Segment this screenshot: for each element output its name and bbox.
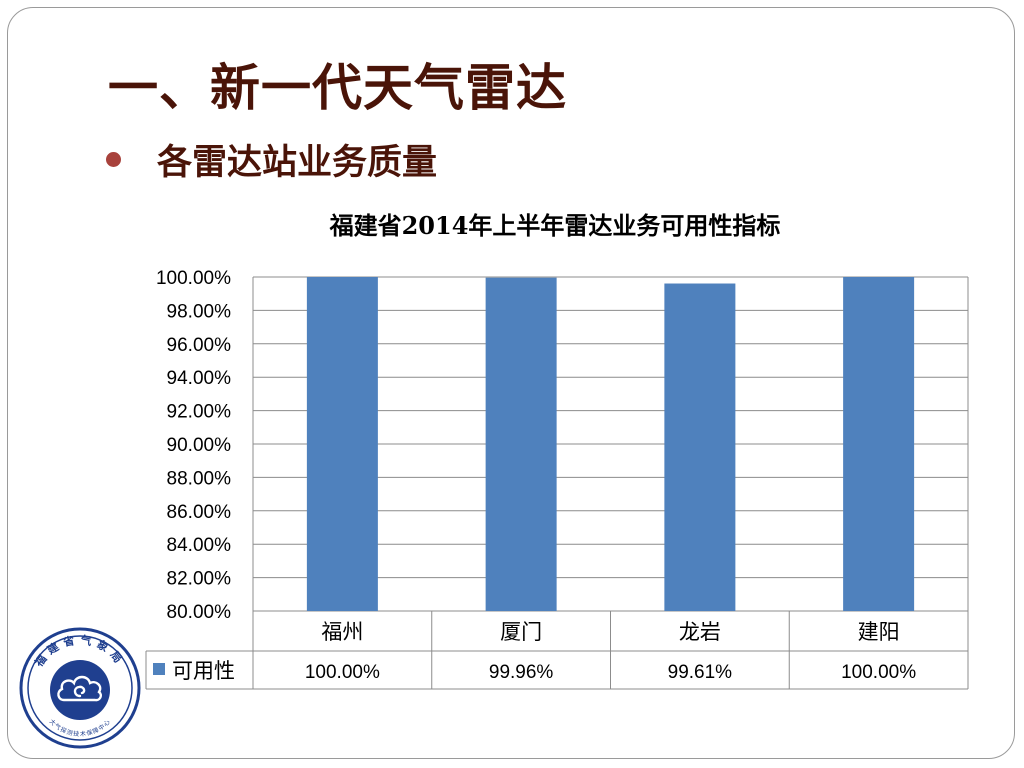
y-tick-label: 82.00% (167, 569, 232, 590)
data-value-label: 99.96% (489, 662, 554, 683)
bar-龙岩 (664, 283, 736, 611)
y-tick-label: 100.00% (156, 268, 231, 289)
x-category-label: 建阳 (858, 620, 900, 644)
cloud-icon (57, 675, 103, 702)
y-tick-label: 90.00% (167, 435, 232, 456)
y-tick-label: 96.00% (167, 335, 232, 356)
chart-title: 福建省2014年上半年雷达业务可用性指标 (329, 211, 781, 240)
legend-swatch (153, 663, 165, 675)
data-value-label: 100.00% (305, 662, 380, 683)
y-tick-label: 92.00% (167, 402, 232, 423)
bullet-dot (106, 152, 121, 167)
x-category-label: 福州 (321, 620, 363, 644)
data-value-label: 100.00% (841, 662, 916, 683)
x-category-label: 厦门 (500, 620, 542, 644)
bar-建阳 (843, 277, 915, 611)
y-tick-label: 98.00% (167, 301, 232, 322)
bar-福州 (306, 277, 378, 611)
bar-厦门 (485, 277, 557, 611)
x-category-label: 龙岩 (679, 620, 721, 644)
logo-emblem: 福建省气象局 大气探测技术保障中心 (19, 627, 141, 749)
y-tick-label: 88.00% (167, 468, 232, 489)
y-tick-label: 80.00% (167, 602, 232, 623)
y-tick-label: 84.00% (167, 535, 232, 556)
legend-series-label: 可用性 (172, 659, 235, 683)
logo-inner-ring (27, 635, 133, 741)
slide-title: 一、新一代天气雷达 (108, 58, 567, 117)
data-value-label: 99.61% (668, 662, 733, 683)
bullet-text: 各雷达站业务质量 (157, 142, 438, 183)
logo-globe (50, 660, 110, 720)
y-tick-label: 94.00% (167, 368, 232, 389)
y-tick-label: 86.00% (167, 502, 232, 523)
